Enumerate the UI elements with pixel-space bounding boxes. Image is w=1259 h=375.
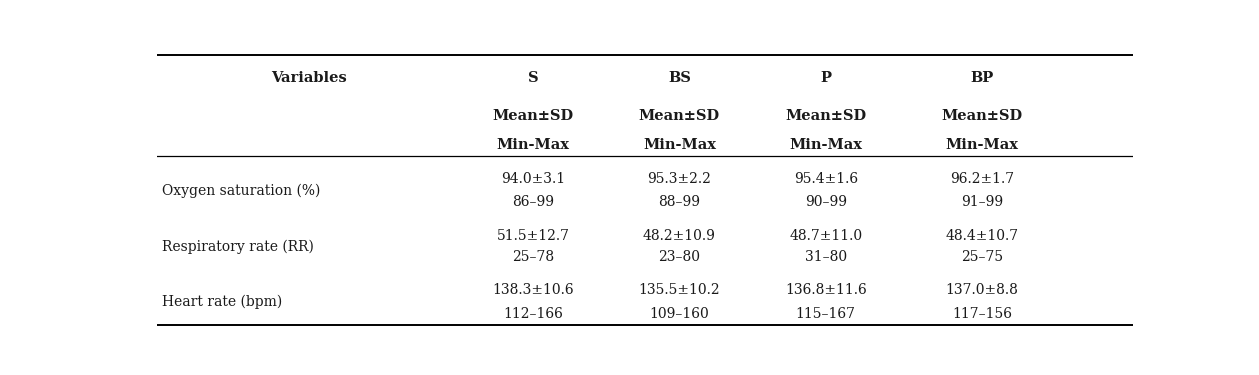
Text: 88–99: 88–99 <box>658 195 700 209</box>
Text: Mean±SD: Mean±SD <box>942 109 1022 123</box>
Text: 96.2±1.7: 96.2±1.7 <box>949 172 1013 186</box>
Text: 25–75: 25–75 <box>961 250 1003 264</box>
Text: 23–80: 23–80 <box>658 250 700 264</box>
Text: S: S <box>528 71 539 85</box>
Text: Min-Max: Min-Max <box>643 138 716 152</box>
Text: Heart rate (bpm): Heart rate (bpm) <box>162 295 282 309</box>
Text: P: P <box>821 71 831 85</box>
Text: Min-Max: Min-Max <box>789 138 862 152</box>
Text: 48.7±11.0: 48.7±11.0 <box>789 229 862 243</box>
Text: BP: BP <box>971 71 993 85</box>
Text: 135.5±10.2: 135.5±10.2 <box>638 284 720 297</box>
Text: 117–156: 117–156 <box>952 306 1012 321</box>
Text: 95.4±1.6: 95.4±1.6 <box>793 172 857 186</box>
Text: 109–160: 109–160 <box>650 306 709 321</box>
Text: Min-Max: Min-Max <box>496 138 569 152</box>
Text: 138.3±10.6: 138.3±10.6 <box>492 284 574 297</box>
Text: 137.0±8.8: 137.0±8.8 <box>946 284 1019 297</box>
Text: 48.4±10.7: 48.4±10.7 <box>946 229 1019 243</box>
Text: 25–78: 25–78 <box>512 250 554 264</box>
Text: 91–99: 91–99 <box>961 195 1003 209</box>
Text: Mean±SD: Mean±SD <box>492 109 574 123</box>
Text: Variables: Variables <box>271 71 346 85</box>
Text: 90–99: 90–99 <box>805 195 847 209</box>
Text: 112–166: 112–166 <box>504 306 563 321</box>
Text: 51.5±12.7: 51.5±12.7 <box>496 229 569 243</box>
Text: Mean±SD: Mean±SD <box>786 109 866 123</box>
Text: Respiratory rate (RR): Respiratory rate (RR) <box>162 239 315 254</box>
Text: BS: BS <box>669 71 691 85</box>
Text: 86–99: 86–99 <box>512 195 554 209</box>
Text: 94.0±3.1: 94.0±3.1 <box>501 172 565 186</box>
Text: Mean±SD: Mean±SD <box>638 109 720 123</box>
Text: 48.2±10.9: 48.2±10.9 <box>643 229 716 243</box>
Text: 136.8±11.6: 136.8±11.6 <box>784 284 866 297</box>
Text: 31–80: 31–80 <box>805 250 847 264</box>
Text: 95.3±2.2: 95.3±2.2 <box>647 172 711 186</box>
Text: 115–167: 115–167 <box>796 306 856 321</box>
Text: Oxygen saturation (%): Oxygen saturation (%) <box>162 184 321 198</box>
Text: Min-Max: Min-Max <box>946 138 1019 152</box>
